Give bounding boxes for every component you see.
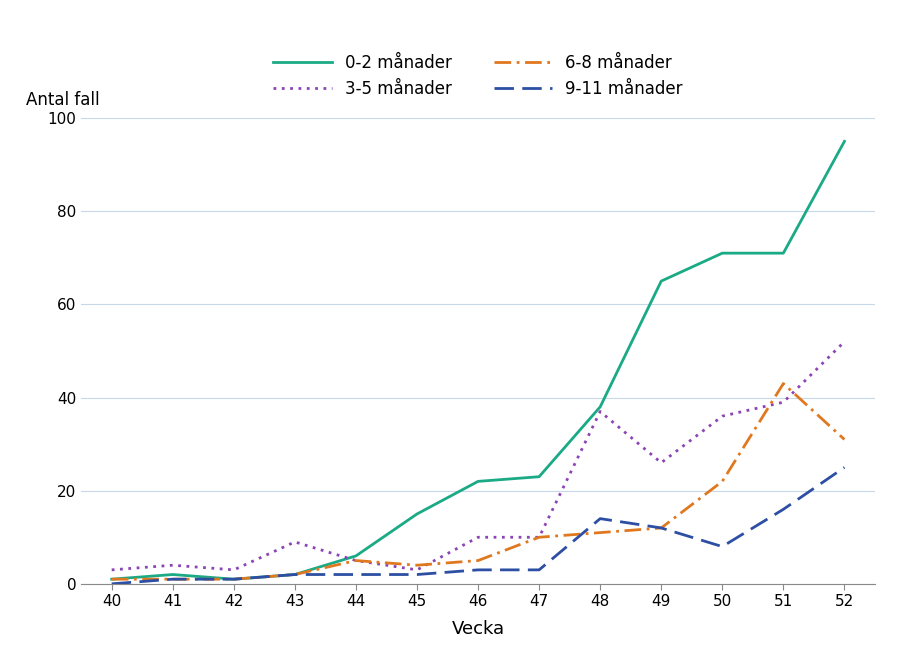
X-axis label: Vecka: Vecka [452,621,504,638]
Legend: 0-2 månader, 3-5 månader, 6-8 månader, 9-11 månader: 0-2 månader, 3-5 månader, 6-8 månader, 9… [267,47,689,105]
Text: Antal fall: Antal fall [25,91,99,109]
